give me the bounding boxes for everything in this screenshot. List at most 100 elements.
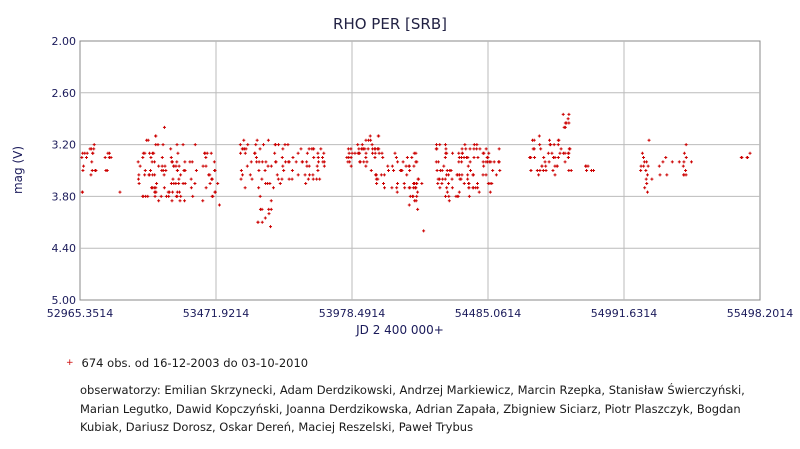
- data-point: [205, 151, 209, 155]
- data-point: [537, 134, 541, 138]
- data-point: [449, 169, 453, 172]
- data-point: [468, 147, 472, 151]
- data-point: [316, 151, 320, 155]
- data-point: [315, 164, 319, 168]
- data-point: [561, 112, 565, 116]
- data-point: [153, 194, 157, 198]
- data-point: [467, 186, 471, 190]
- data-point: [204, 156, 208, 160]
- data-point: [153, 190, 157, 194]
- data-point: [148, 151, 152, 155]
- data-point: [161, 169, 165, 172]
- data-point: [644, 177, 648, 181]
- data-point: [322, 164, 326, 168]
- data-point: [141, 156, 145, 160]
- data-point: [207, 173, 211, 177]
- data-point: [541, 169, 545, 172]
- data-point: [459, 177, 463, 181]
- data-point: [172, 164, 176, 168]
- data-point: [92, 143, 96, 147]
- data-point: [456, 194, 460, 198]
- data-point: [420, 181, 424, 185]
- data-point: [257, 169, 261, 172]
- data-point: [274, 160, 278, 164]
- data-point: [94, 169, 98, 172]
- data-point: [273, 143, 277, 147]
- data-point: [156, 143, 160, 147]
- data-point: [269, 207, 273, 211]
- data-point: [80, 156, 84, 160]
- data-point: [90, 169, 94, 172]
- data-point: [538, 169, 542, 172]
- data-point: [682, 173, 686, 177]
- data-point: [191, 194, 195, 198]
- data-point: [460, 160, 464, 164]
- data-point: [294, 160, 298, 164]
- data-point: [460, 151, 464, 155]
- data-point: [561, 151, 565, 155]
- data-point: [263, 216, 267, 220]
- data-point: [528, 156, 532, 160]
- data-point: [118, 190, 122, 194]
- y-axis-ticks: 2.00 2.60 3.20 3.80 4.40 5.00: [52, 35, 77, 307]
- data-point: [684, 156, 688, 160]
- data-point: [212, 160, 216, 164]
- data-point: [422, 229, 426, 233]
- data-point: [481, 173, 485, 177]
- data-point: [258, 147, 262, 151]
- data-point: [296, 173, 300, 177]
- data-point: [143, 151, 147, 155]
- data-point: [443, 143, 447, 147]
- data-point: [136, 160, 140, 164]
- data-point: [174, 181, 178, 185]
- data-point: [213, 169, 217, 172]
- light-curve-chart: RHO PER [SRB] 2.00 2.60 3.20 3.80 4.40 5.00 5…: [11, 15, 793, 337]
- data-point: [89, 173, 93, 177]
- data-point: [484, 173, 488, 177]
- data-point: [210, 177, 214, 181]
- data-point: [396, 181, 400, 185]
- data-point: [175, 143, 179, 147]
- data-point: [245, 164, 249, 168]
- data-point: [278, 181, 282, 185]
- data-point: [402, 181, 406, 185]
- data-point: [359, 147, 363, 151]
- data-point: [640, 151, 644, 155]
- data-point: [147, 173, 151, 177]
- data-point: [193, 143, 197, 147]
- data-point: [85, 151, 89, 155]
- data-point: [436, 181, 440, 185]
- data-point: [472, 156, 476, 160]
- data-point: [544, 164, 548, 168]
- data-points: [80, 112, 752, 233]
- data-point: [379, 173, 383, 177]
- data-point: [646, 164, 650, 168]
- x-tick-label: 55498.2014: [727, 307, 793, 320]
- data-point: [478, 147, 482, 151]
- data-point: [216, 181, 220, 185]
- data-point: [166, 190, 170, 194]
- data-point: [415, 181, 419, 185]
- data-point: [150, 160, 154, 164]
- data-point: [260, 177, 264, 181]
- data-point: [364, 151, 368, 155]
- data-point: [443, 177, 447, 181]
- data-point: [412, 151, 416, 155]
- data-point: [356, 143, 360, 147]
- data-point: [482, 164, 486, 168]
- data-point: [445, 186, 449, 190]
- data-point: [466, 156, 470, 160]
- data-point: [677, 160, 681, 164]
- data-point: [566, 151, 570, 155]
- data-point: [250, 177, 254, 181]
- data-point: [317, 160, 321, 164]
- data-point: [410, 156, 414, 160]
- data-point: [390, 164, 394, 168]
- data-point: [567, 112, 571, 116]
- data-point: [466, 177, 470, 181]
- data-point: [308, 173, 312, 177]
- data-point: [164, 169, 168, 172]
- data-point: [440, 181, 444, 185]
- data-point: [364, 156, 368, 160]
- data-point: [254, 156, 258, 160]
